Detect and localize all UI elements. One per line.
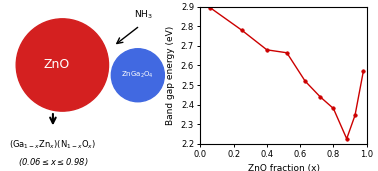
Text: ZnGa$_2$O$_4$: ZnGa$_2$O$_4$ — [121, 70, 154, 80]
Text: (Ga$_{1-x}$Zn$_x$)(N$_{1-x}$O$_x$): (Ga$_{1-x}$Zn$_x$)(N$_{1-x}$O$_x$) — [9, 138, 96, 151]
Y-axis label: Band gap energy (eV): Band gap energy (eV) — [166, 26, 175, 125]
Ellipse shape — [16, 19, 108, 111]
Text: NH$_3$: NH$_3$ — [134, 8, 153, 21]
Text: (0.06$\leq$$x$$\leq$0.98): (0.06$\leq$$x$$\leq$0.98) — [18, 156, 88, 168]
Ellipse shape — [112, 49, 164, 102]
Text: ZnO: ZnO — [43, 58, 70, 71]
X-axis label: ZnO fraction (x): ZnO fraction (x) — [248, 165, 319, 171]
